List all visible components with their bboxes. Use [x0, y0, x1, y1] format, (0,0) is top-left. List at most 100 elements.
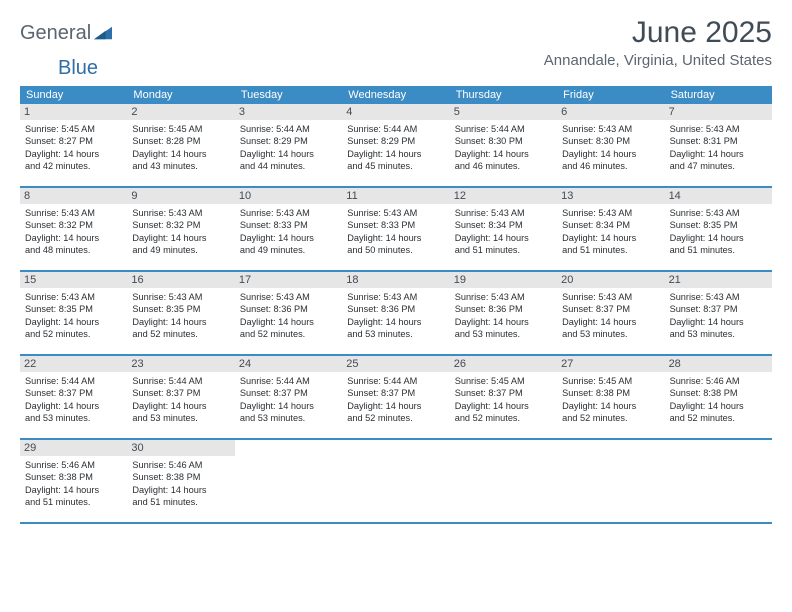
day-number: 13 — [557, 188, 664, 204]
day-cell — [665, 440, 772, 522]
daylight-line: and 49 minutes. — [132, 244, 229, 256]
day-cell: 29Sunrise: 5:46 AMSunset: 8:38 PMDayligh… — [20, 440, 127, 522]
day-cell: 17Sunrise: 5:43 AMSunset: 8:36 PMDayligh… — [235, 272, 342, 354]
daylight-line: and 46 minutes. — [562, 160, 659, 172]
daylight-line: and 53 minutes. — [670, 328, 767, 340]
daylight-line: Daylight: 14 hours — [25, 316, 122, 328]
day-cell: 9Sunrise: 5:43 AMSunset: 8:32 PMDaylight… — [127, 188, 234, 270]
sunrise-line: Sunrise: 5:43 AM — [670, 207, 767, 219]
daylight-line: Daylight: 14 hours — [25, 484, 122, 496]
daylight-line: and 53 minutes. — [455, 328, 552, 340]
day-number: 16 — [127, 272, 234, 288]
day-number: 22 — [20, 356, 127, 372]
day-cell: 14Sunrise: 5:43 AMSunset: 8:35 PMDayligh… — [665, 188, 772, 270]
daylight-line: and 51 minutes. — [132, 496, 229, 508]
sunrise-line: Sunrise: 5:43 AM — [670, 123, 767, 135]
day-cell: 21Sunrise: 5:43 AMSunset: 8:37 PMDayligh… — [665, 272, 772, 354]
day-cell: 8Sunrise: 5:43 AMSunset: 8:32 PMDaylight… — [20, 188, 127, 270]
day-number: 8 — [20, 188, 127, 204]
day-cell: 15Sunrise: 5:43 AMSunset: 8:35 PMDayligh… — [20, 272, 127, 354]
day-cell: 27Sunrise: 5:45 AMSunset: 8:38 PMDayligh… — [557, 356, 664, 438]
sunrise-line: Sunrise: 5:43 AM — [25, 291, 122, 303]
daylight-line: Daylight: 14 hours — [455, 316, 552, 328]
sunrise-line: Sunrise: 5:43 AM — [132, 291, 229, 303]
daylight-line: Daylight: 14 hours — [347, 232, 444, 244]
weekday-sunday: Sunday — [20, 86, 127, 104]
daylight-line: Daylight: 14 hours — [25, 148, 122, 160]
daylight-line: and 52 minutes. — [240, 328, 337, 340]
day-number: 5 — [450, 104, 557, 120]
day-cell: 28Sunrise: 5:46 AMSunset: 8:38 PMDayligh… — [665, 356, 772, 438]
sunrise-line: Sunrise: 5:43 AM — [240, 291, 337, 303]
daylight-line: Daylight: 14 hours — [670, 400, 767, 412]
sunset-line: Sunset: 8:37 PM — [455, 387, 552, 399]
day-cell: 7Sunrise: 5:43 AMSunset: 8:31 PMDaylight… — [665, 104, 772, 186]
sunset-line: Sunset: 8:38 PM — [562, 387, 659, 399]
daylight-line: and 51 minutes. — [562, 244, 659, 256]
sunrise-line: Sunrise: 5:46 AM — [132, 459, 229, 471]
sunset-line: Sunset: 8:37 PM — [240, 387, 337, 399]
day-cell: 30Sunrise: 5:46 AMSunset: 8:38 PMDayligh… — [127, 440, 234, 522]
day-cell: 1Sunrise: 5:45 AMSunset: 8:27 PMDaylight… — [20, 104, 127, 186]
weekday-saturday: Saturday — [665, 86, 772, 104]
logo: General — [20, 16, 114, 45]
day-number: 27 — [557, 356, 664, 372]
sunset-line: Sunset: 8:36 PM — [240, 303, 337, 315]
sunset-line: Sunset: 8:30 PM — [562, 135, 659, 147]
sunset-line: Sunset: 8:27 PM — [25, 135, 122, 147]
day-cell: 12Sunrise: 5:43 AMSunset: 8:34 PMDayligh… — [450, 188, 557, 270]
day-cell — [342, 440, 449, 522]
sunset-line: Sunset: 8:29 PM — [240, 135, 337, 147]
sunset-line: Sunset: 8:37 PM — [25, 387, 122, 399]
daylight-line: and 44 minutes. — [240, 160, 337, 172]
daylight-line: Daylight: 14 hours — [240, 400, 337, 412]
sunset-line: Sunset: 8:37 PM — [132, 387, 229, 399]
day-cell: 26Sunrise: 5:45 AMSunset: 8:37 PMDayligh… — [450, 356, 557, 438]
day-number: 11 — [342, 188, 449, 204]
daylight-line: Daylight: 14 hours — [347, 148, 444, 160]
weekday-friday: Friday — [557, 86, 664, 104]
day-cell: 19Sunrise: 5:43 AMSunset: 8:36 PMDayligh… — [450, 272, 557, 354]
sunrise-line: Sunrise: 5:43 AM — [240, 207, 337, 219]
day-cell — [450, 440, 557, 522]
day-number: 17 — [235, 272, 342, 288]
sunrise-line: Sunrise: 5:45 AM — [25, 123, 122, 135]
day-cell: 5Sunrise: 5:44 AMSunset: 8:30 PMDaylight… — [450, 104, 557, 186]
sunrise-line: Sunrise: 5:43 AM — [562, 291, 659, 303]
sunrise-line: Sunrise: 5:46 AM — [25, 459, 122, 471]
day-cell — [235, 440, 342, 522]
day-cell: 20Sunrise: 5:43 AMSunset: 8:37 PMDayligh… — [557, 272, 664, 354]
daylight-line: Daylight: 14 hours — [562, 148, 659, 160]
day-number: 15 — [20, 272, 127, 288]
calendar-grid: Sunday Monday Tuesday Wednesday Thursday… — [20, 86, 772, 524]
daylight-line: Daylight: 14 hours — [670, 148, 767, 160]
daylight-line: Daylight: 14 hours — [455, 232, 552, 244]
daylight-line: and 53 minutes. — [240, 412, 337, 424]
daylight-line: and 53 minutes. — [25, 412, 122, 424]
day-cell — [557, 440, 664, 522]
day-cell: 25Sunrise: 5:44 AMSunset: 8:37 PMDayligh… — [342, 356, 449, 438]
sunset-line: Sunset: 8:30 PM — [455, 135, 552, 147]
week-row: 8 Sunrise: 5:43 AM Sunset: 8:32 PM Daylight… — [20, 188, 772, 272]
sunrise-line: Sunrise: 5:43 AM — [562, 123, 659, 135]
day-number: 3 — [235, 104, 342, 120]
sunset-line: Sunset: 8:32 PM — [132, 219, 229, 231]
sunrise-line: Sunrise: 5:44 AM — [25, 375, 122, 387]
sunset-line: Sunset: 8:36 PM — [347, 303, 444, 315]
day-cell: 4Sunrise: 5:44 AMSunset: 8:29 PMDaylight… — [342, 104, 449, 186]
day-cell: 24Sunrise: 5:44 AMSunset: 8:37 PMDayligh… — [235, 356, 342, 438]
day-number: 30 — [127, 440, 234, 456]
day-number: 14 — [665, 188, 772, 204]
day-cell: 18Sunrise: 5:43 AMSunset: 8:36 PMDayligh… — [342, 272, 449, 354]
sunset-line: Sunset: 8:37 PM — [670, 303, 767, 315]
title-block: June 2025 Annandale, Virginia, United St… — [544, 16, 772, 69]
daylight-line: and 50 minutes. — [347, 244, 444, 256]
sunset-line: Sunset: 8:36 PM — [455, 303, 552, 315]
daylight-line: and 48 minutes. — [25, 244, 122, 256]
day-cell: 6Sunrise: 5:43 AMSunset: 8:30 PMDaylight… — [557, 104, 664, 186]
logo-text-blue: Blue — [58, 57, 98, 80]
sunrise-line: Sunrise: 5:45 AM — [132, 123, 229, 135]
weekday-wednesday: Wednesday — [342, 86, 449, 104]
day-cell: 16Sunrise: 5:43 AMSunset: 8:35 PMDayligh… — [127, 272, 234, 354]
daylight-line: and 52 minutes. — [347, 412, 444, 424]
